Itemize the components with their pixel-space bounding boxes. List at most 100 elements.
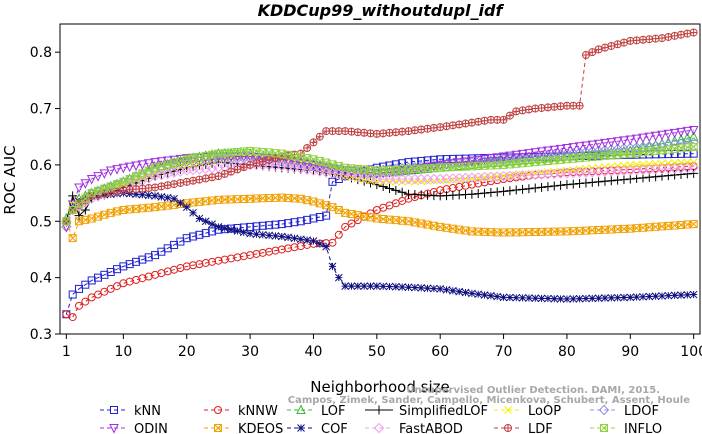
data-point-odin xyxy=(581,141,591,152)
data-point-odin xyxy=(517,149,528,160)
data-point-ldf xyxy=(632,36,641,45)
data-point-loop xyxy=(632,160,641,169)
data-point-odin xyxy=(441,160,452,170)
data-point-cof xyxy=(322,242,330,251)
data-point-inflo xyxy=(119,177,128,186)
data-point-knn xyxy=(132,257,141,266)
data-point-kdeos xyxy=(163,201,172,210)
data-point-odin xyxy=(638,133,648,144)
data-point-odin xyxy=(308,160,319,171)
data-point-simplifiedlof xyxy=(524,184,534,194)
data-point-ldof xyxy=(295,159,306,170)
y-axis: 0.3 0.4 0.5 0.6 0.7 0.8 xyxy=(30,45,60,343)
data-point-loop xyxy=(639,160,647,169)
data-point-knnw xyxy=(81,297,90,306)
x-tick-label: 40 xyxy=(305,344,323,360)
data-point-knn xyxy=(195,230,204,239)
data-point-odin xyxy=(536,147,547,157)
legend-label-lof: LOF xyxy=(321,404,346,419)
x-tick-label: 50 xyxy=(368,344,386,360)
data-point-simplifiedlof xyxy=(543,182,553,192)
data-point-odin xyxy=(657,130,667,141)
legend-marker-kdeos xyxy=(214,424,222,432)
data-point-cof xyxy=(353,282,362,290)
data-point-cof xyxy=(144,191,153,200)
x-tick-label: 100 xyxy=(680,344,702,360)
data-point-fastabod xyxy=(365,173,376,184)
data-point-fastabod xyxy=(320,167,332,178)
legend-marker-lof xyxy=(296,404,306,414)
data-point-ldf xyxy=(480,116,489,125)
data-point-ldf xyxy=(518,106,527,115)
data-point-ldf xyxy=(575,101,584,110)
x-tick-label: 10 xyxy=(114,344,132,360)
data-point-ldf xyxy=(524,105,533,114)
watermark-line-1: Unsupervised Outlier Detection. DAMI, 20… xyxy=(406,385,660,396)
y-axis-label: ROC AUC xyxy=(1,145,19,214)
data-point-cof xyxy=(607,294,616,302)
data-point-odin xyxy=(555,144,566,155)
data-point-odin xyxy=(473,155,484,166)
data-point-odin xyxy=(99,169,110,179)
data-point-kdeos xyxy=(689,220,698,229)
legend-item-odin: ODIN xyxy=(100,422,168,434)
data-point-ldf xyxy=(657,34,666,43)
data-point-ldf xyxy=(182,177,191,186)
data-point-loop xyxy=(670,159,679,167)
data-point-knn xyxy=(322,211,331,220)
data-point-ldf xyxy=(638,35,647,44)
data-point-simplifiedlof xyxy=(385,183,395,193)
y-tick-label: 0.7 xyxy=(30,102,52,118)
data-point-knnw xyxy=(214,256,223,265)
data-point-knn xyxy=(113,265,122,274)
series-kdeos xyxy=(62,193,698,243)
data-point-cof xyxy=(309,237,318,245)
data-point-knnw xyxy=(246,251,255,260)
data-point-inflo xyxy=(214,149,223,158)
data-point-ldf xyxy=(448,121,457,130)
data-point-ldf xyxy=(664,32,673,41)
data-point-ldf xyxy=(410,126,419,135)
data-point-cof xyxy=(430,284,438,293)
data-point-simplifiedlof xyxy=(676,169,686,179)
data-point-ldf xyxy=(550,102,559,111)
data-point-ldf xyxy=(442,122,451,131)
legend-label-cof: COF xyxy=(321,422,348,434)
data-point-ldf xyxy=(138,184,147,193)
data-point-odin xyxy=(86,175,97,185)
data-point-kdeos xyxy=(81,215,90,224)
data-point-knnw xyxy=(68,313,77,322)
data-point-ldf xyxy=(499,115,508,124)
data-point-inflo xyxy=(594,152,603,161)
data-point-inflo xyxy=(645,147,654,156)
data-point-ldf xyxy=(189,176,198,185)
data-point-inflo xyxy=(62,217,71,226)
data-point-odin xyxy=(93,172,103,182)
data-point-inflo xyxy=(182,155,191,164)
data-point-odin xyxy=(112,165,122,175)
data-point-cof xyxy=(265,231,273,240)
data-point-odin xyxy=(593,139,604,150)
data-point-ldf xyxy=(645,35,654,44)
data-point-cof xyxy=(512,293,521,302)
data-point-knn xyxy=(189,232,198,241)
data-point-inflo xyxy=(100,184,109,193)
data-point-kdeos xyxy=(170,200,179,209)
data-point-knnw xyxy=(258,248,267,257)
data-point-simplifiedlof xyxy=(505,186,515,196)
data-point-ldf xyxy=(341,127,350,136)
data-point-simplifiedlof xyxy=(511,185,521,195)
data-point-ldf xyxy=(391,128,400,137)
data-point-knnw xyxy=(233,253,242,262)
data-point-cof xyxy=(132,190,140,199)
data-point-cof xyxy=(360,282,369,290)
data-point-odin xyxy=(498,152,509,163)
data-point-fastabod xyxy=(162,168,173,180)
data-point-cof xyxy=(347,282,356,290)
data-point-ldf xyxy=(436,123,445,132)
data-point-odin xyxy=(688,125,699,136)
data-point-cof xyxy=(398,283,407,291)
data-point-knn xyxy=(87,276,96,285)
data-point-cof xyxy=(404,283,413,292)
data-point-fastabod xyxy=(168,167,180,179)
